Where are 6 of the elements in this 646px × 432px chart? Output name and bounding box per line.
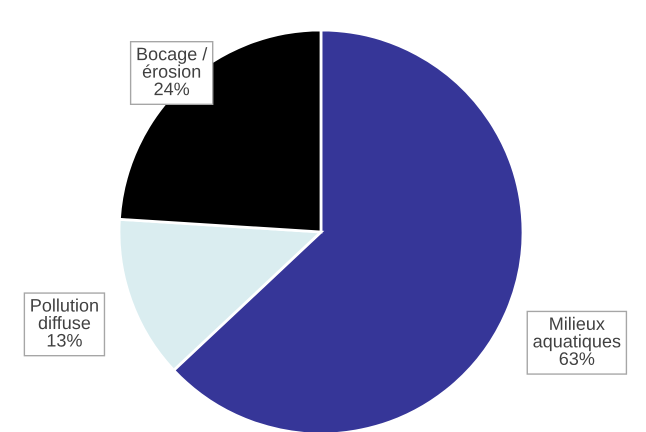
slice-label: Bocage / érosion [138, 47, 208, 78]
data-label: 63% [560, 352, 594, 366]
slice-label: Pollution diffuse [31, 298, 98, 330]
data-label: 13% [48, 334, 82, 347]
data-label: 24% [154, 82, 190, 96]
slice-label: Milieux aquatiques [533, 316, 620, 352]
